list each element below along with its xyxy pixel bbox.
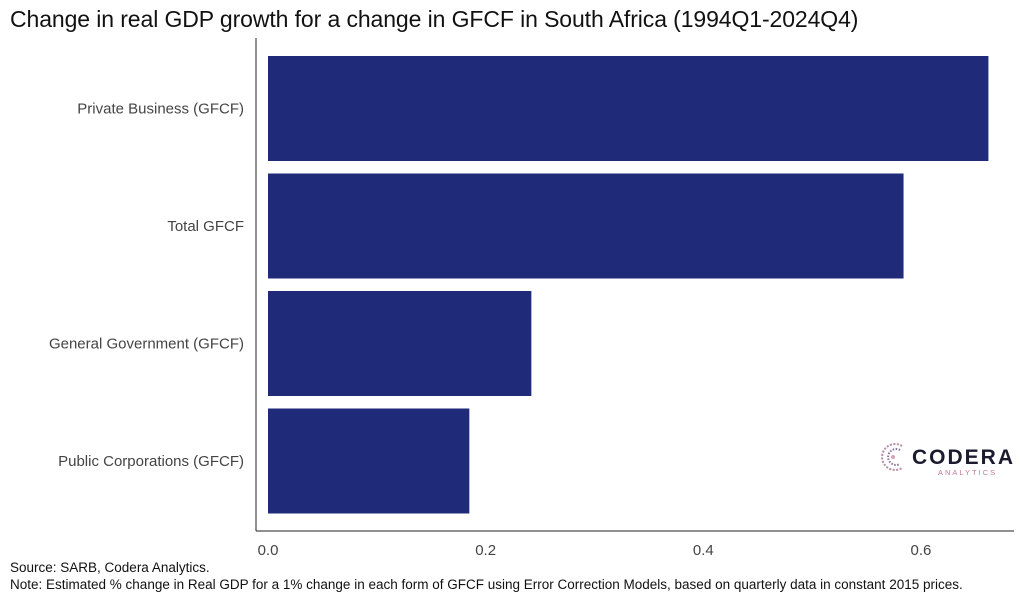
bar-public-corporations-gfcf (268, 408, 470, 514)
x-tick-label: 0.2 (475, 542, 496, 559)
x-tick-label: 0.6 (911, 542, 932, 559)
logo-subtitle: ANALYTICS (938, 468, 998, 477)
methodology-note: Note: Estimated % change in Real GDP for… (10, 577, 963, 592)
bar-private-business-gfcf (268, 56, 989, 161)
x-tick-label: 0.4 (693, 542, 714, 559)
bars-group (268, 56, 989, 514)
source-note: Source: SARB, Codera Analytics. (10, 560, 210, 575)
category-label-general-government-gfcf: General Government (GFCF) (49, 336, 244, 353)
codera-logo: CODERA ANALYTICS (880, 438, 1013, 478)
category-label-private-business-gfcf: Private Business (GFCF) (77, 101, 244, 118)
category-label-public-corporations-gfcf: Public Corporations (GFCF) (58, 453, 244, 470)
bar-total-gfcf (268, 173, 904, 279)
category-labels: Private Business (GFCF) Total GFCF General… (49, 101, 244, 471)
bar-general-government-gfcf (268, 291, 532, 396)
codera-logo-mark-icon (881, 443, 903, 471)
chart-title: Change in real GDP growth for a change i… (10, 6, 859, 32)
x-tick-label: 0.0 (258, 542, 279, 559)
logo-wordmark: CODERA (912, 446, 1016, 469)
x-axis-ticks: 0.0 0.2 0.4 0.6 (258, 542, 932, 559)
category-label-total-gfcf: Total GFCF (167, 218, 244, 235)
